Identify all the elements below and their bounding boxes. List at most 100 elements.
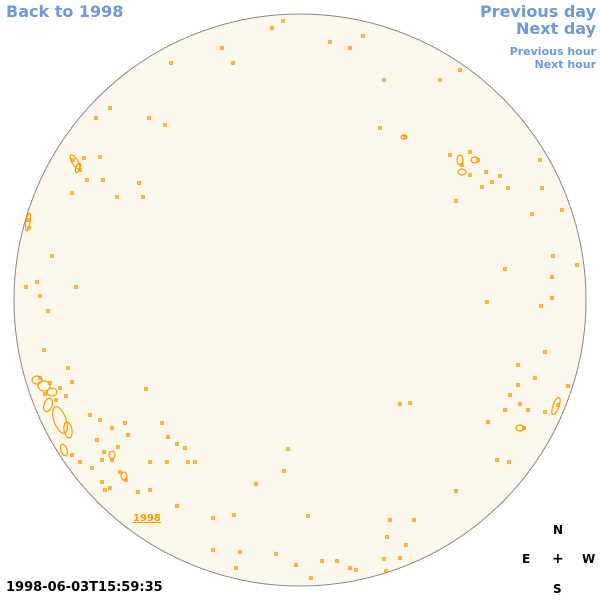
contour-spot [412,518,416,522]
contour-spot [169,61,173,65]
contour-spot [254,482,258,486]
contour-spot [232,513,236,517]
compass-west: W [582,552,596,566]
contour-spot [503,408,507,412]
contour-spot [141,195,145,199]
previous-hour-link[interactable]: Previous hour [509,45,596,58]
contour-ellipse [37,380,51,392]
contour-spot [46,309,50,313]
compass-south: S [553,582,562,596]
contour-spot [575,263,579,267]
contour-spot [193,460,197,464]
year-map-link[interactable]: 1998 [133,513,161,524]
contour-ellipse [551,396,561,416]
contour-spot [486,420,490,424]
contour-spot [543,350,547,354]
back-to-year-link[interactable]: Back to 1998 [6,2,124,21]
contour-spot [38,294,42,298]
contour-spot [24,285,28,289]
contour-spot [126,433,130,437]
contour-spot [148,488,152,492]
contour-ellipse [69,154,81,170]
contour-spot [404,543,408,547]
contour-spot [530,212,534,216]
contour-spot [550,296,554,300]
contour-spot [147,116,151,120]
contour-spot [507,460,511,464]
compass-center: + [552,551,564,567]
contour-spot [454,199,458,203]
contour-ellipse [108,450,116,460]
contour-spot [100,480,104,484]
contour-spot [102,450,106,454]
contour-spot [458,68,462,72]
contour-spot [88,413,92,417]
previous-day-link[interactable]: Previous day [479,2,596,21]
contour-spot [71,158,75,162]
contour-spot [282,469,286,473]
contour-spot [85,178,89,182]
contour-spot [137,181,141,185]
contour-spot [468,150,472,154]
contour-spot [498,174,502,178]
contour-spot [54,398,58,402]
contour-spot [543,410,547,414]
contour-spot [123,421,127,425]
contour-spot [270,26,274,30]
contour-spot [485,300,489,304]
contour-spot [309,576,313,580]
contour-spot [58,386,62,390]
contour-spot [551,254,555,258]
contour-spot [354,568,358,572]
contour-spot [320,559,324,563]
contour-spot [526,408,530,412]
contour-spot [166,435,170,439]
contour-spot [163,123,167,127]
contour-spot [234,566,238,570]
contour-spot [385,535,389,539]
contour-spot [118,470,122,474]
compass-north: N [553,523,564,537]
contour-ellipse [59,443,69,457]
contour-spot [518,402,522,406]
contour-spot [382,557,386,561]
contour-spot [382,78,386,82]
contour-spot [550,275,554,279]
contour-spot [388,518,392,522]
contour-spot [50,254,54,258]
contour-spot [70,191,74,195]
compass-east: E [522,552,531,566]
contour-spot [90,466,94,470]
contour-spot [175,442,179,446]
contour-spot [108,486,112,490]
contour-spot [186,460,190,464]
contour-spot [42,348,46,352]
contour-spot [516,383,520,387]
contour-spot [495,458,499,462]
contour-spot [115,195,119,199]
contour-ellipse [24,212,32,232]
contour-spot [335,559,339,563]
contour-ellipse [400,134,408,140]
contour-spot [82,156,86,160]
next-day-link[interactable]: Next day [516,19,596,38]
contour-ellipse [63,421,73,439]
contour-spot [438,78,442,82]
contour-spot [136,490,140,494]
contour-spot [108,106,112,110]
contour-spot [286,447,290,451]
contour-spot [274,552,278,556]
contour-ellipse [74,162,82,174]
contour-spot [231,61,235,65]
contour-spot [98,418,102,422]
next-hour-link[interactable]: Next hour [534,58,597,71]
contour-spot [348,566,352,570]
contour-spot [294,563,298,567]
contour-spot [116,445,120,449]
contour-ellipse [46,387,58,397]
contour-spot [306,514,310,518]
contour-spot [160,421,164,425]
contour-spot [566,384,570,388]
contour-spot [348,46,352,50]
